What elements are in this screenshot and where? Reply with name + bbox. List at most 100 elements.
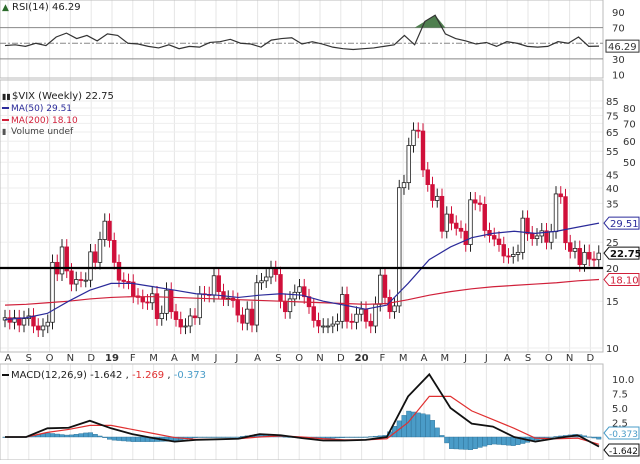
macd-histogram-bar — [325, 436, 331, 439]
candle-body — [397, 187, 402, 307]
candle-body — [64, 246, 69, 272]
macd-histogram-bar — [425, 414, 431, 438]
month-label: A — [254, 353, 261, 364]
candle — [354, 306, 359, 330]
candle-body — [572, 248, 578, 252]
rsi-last-tag-box — [605, 39, 640, 53]
candle-body — [420, 130, 426, 171]
candle-body — [506, 255, 511, 258]
candle-icon: ▮▮ — [2, 92, 11, 101]
macd-histogram-bar — [344, 436, 350, 438]
candle — [107, 213, 112, 248]
macd-histogram-bar — [220, 436, 226, 438]
candle-body — [335, 320, 340, 325]
macd-histogram-bar — [216, 436, 222, 438]
candle-body — [463, 230, 468, 245]
price-tick-label: 50 — [623, 158, 636, 169]
price-tick-label: 85 — [606, 97, 619, 108]
candle — [506, 248, 511, 264]
candle — [311, 298, 316, 328]
month-label: N — [566, 353, 573, 364]
candle — [425, 162, 430, 192]
candle-body — [325, 325, 331, 328]
candle-body — [340, 294, 345, 322]
candle — [534, 228, 540, 246]
month-axis: A S O N D 19 F M A M J J A S O N D 20 F M A M J J A S O N D — [5, 353, 595, 364]
candle-body — [558, 193, 563, 198]
macd-legend-swatch — [2, 374, 9, 376]
candle — [591, 251, 597, 267]
macd-histogram-bar — [97, 435, 103, 438]
macd-histogram-bar — [415, 412, 421, 438]
rsi-tick-label: 70 — [612, 24, 625, 35]
candle — [93, 244, 98, 270]
candle — [321, 318, 326, 334]
macd-histogram-bar — [211, 436, 217, 438]
candle — [330, 316, 335, 334]
candle — [245, 301, 250, 331]
month-label: A — [421, 353, 428, 364]
candle — [116, 254, 122, 288]
candle-body — [245, 308, 250, 324]
price-tick-label: 75 — [606, 111, 619, 122]
macd-histogram-bar — [439, 435, 445, 438]
macd-histogram-bar — [444, 436, 450, 444]
candle-body — [354, 313, 359, 323]
macd-value-tag-text: -0.373 — [609, 430, 638, 440]
macd-histogram-bar — [201, 436, 207, 438]
candle — [297, 278, 302, 300]
candle-body — [74, 279, 79, 285]
candle — [259, 272, 264, 290]
candle — [492, 227, 497, 247]
price-value-tag: 18.10 — [603, 273, 640, 287]
macd-histogram-bar — [373, 435, 379, 438]
candle-body — [311, 306, 316, 321]
month-label: S — [26, 353, 32, 364]
candle-body — [582, 251, 587, 265]
candle-body — [254, 282, 259, 326]
candle — [468, 192, 473, 252]
candle — [112, 232, 117, 270]
macd-histogram-bar — [596, 436, 602, 440]
rsi-line — [4, 14, 600, 51]
candle-body — [468, 199, 473, 245]
candle — [45, 314, 50, 334]
macd-histogram-bar — [491, 436, 497, 445]
candle-body — [40, 325, 46, 331]
candle — [544, 223, 549, 250]
macd-histogram-bar — [235, 436, 241, 438]
candle — [349, 313, 354, 330]
macd-histogram-bar — [434, 427, 440, 438]
macd-histogram-bar — [106, 436, 112, 440]
price-tick-label: 60 — [623, 137, 636, 148]
candle-body — [292, 291, 297, 300]
signal-value: -1.269 — [132, 370, 164, 381]
candle-body — [145, 301, 150, 304]
candle-body — [302, 286, 307, 298]
candle — [525, 210, 530, 241]
macd-histogram-bar — [582, 435, 588, 438]
candle — [344, 286, 350, 329]
macd-tick-label: 5.0 — [612, 404, 628, 415]
month-label: F — [130, 353, 136, 364]
macd-tick-label: 2.5 — [612, 419, 628, 430]
macd-panel: MACD(12,26,9) -1.642 , -1.269 , -0.373 — [0, 363, 604, 461]
ma200-label: MA(200) 18.10 — [11, 116, 78, 126]
price-value-tag-text: 29.51 — [610, 219, 639, 230]
macd-histogram-bar — [349, 436, 355, 438]
candle-body — [501, 244, 506, 257]
candle — [192, 308, 198, 325]
macd-histogram-bar — [54, 433, 60, 438]
candle-body — [449, 213, 454, 224]
macd-histogram-bar — [125, 436, 131, 442]
candle-body — [525, 217, 530, 235]
candle-body — [487, 230, 492, 236]
candle — [50, 254, 55, 330]
macd-histogram-bar — [130, 436, 136, 442]
macd-histogram-bar — [192, 436, 198, 438]
candle — [501, 236, 506, 264]
candle-body — [45, 321, 50, 327]
candle-body — [416, 129, 421, 132]
macd-histogram-bar — [73, 434, 79, 438]
